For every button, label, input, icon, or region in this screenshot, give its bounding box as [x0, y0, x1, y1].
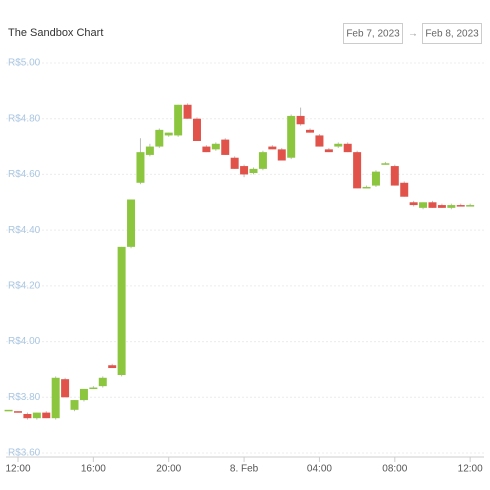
y-tick-label: R$3.60: [8, 448, 41, 459]
candle-body: [61, 379, 70, 398]
x-tick-label: 12:00: [5, 464, 30, 475]
candle-body: [353, 152, 362, 189]
y-tick-label: R$4.40: [8, 225, 41, 236]
y-tick-label: R$5.00: [8, 58, 41, 69]
candle-body: [456, 205, 465, 207]
candle-body: [315, 135, 324, 147]
candle-body: [89, 387, 98, 390]
candle-body: [409, 202, 418, 206]
x-tick-label: 16:00: [81, 464, 106, 475]
candle-body: [14, 411, 22, 413]
candle-body: [447, 205, 456, 208]
y-tick-label: R$4.00: [8, 336, 41, 347]
candle-body: [390, 166, 399, 186]
candle-body: [127, 199, 136, 247]
candle-body: [268, 146, 277, 150]
candle-body: [362, 186, 371, 189]
x-tick-label: 8. Feb: [230, 464, 259, 475]
candle-body: [428, 202, 437, 208]
candle-body: [98, 377, 107, 387]
candle-body: [164, 132, 173, 136]
candle-body: [258, 152, 267, 169]
candle-body: [437, 205, 446, 208]
candle-body: [23, 414, 32, 419]
candle-body: [79, 388, 88, 401]
candle-body: [155, 129, 164, 147]
candle-body: [174, 104, 183, 136]
candle-body: [343, 143, 352, 153]
date-from-box[interactable]: [343, 23, 403, 44]
candle-body: [249, 168, 258, 174]
x-tick-label: 04:00: [307, 464, 332, 475]
candle-body: [70, 400, 79, 410]
candle-body: [51, 377, 60, 419]
candle-body: [108, 365, 117, 369]
candle-body: [371, 171, 380, 186]
candle-body: [324, 149, 333, 153]
y-tick-label: R$4.80: [8, 113, 41, 124]
chart-title: The Sandbox Chart: [8, 27, 103, 39]
candle-body: [183, 104, 192, 119]
y-tick-label: R$4.20: [8, 280, 41, 291]
candle-body: [419, 202, 428, 208]
candle-body: [296, 115, 305, 125]
candle-body: [32, 412, 41, 419]
candle-body: [145, 146, 154, 155]
x-tick-label: 08:00: [382, 464, 407, 475]
candle-body: [240, 166, 249, 175]
candle-body: [136, 152, 145, 183]
candle-body: [221, 139, 230, 155]
candle-body: [466, 205, 475, 207]
candle-body: [277, 149, 286, 161]
candle-body: [306, 129, 315, 133]
candle-body: [381, 163, 390, 165]
candle-body: [192, 118, 201, 141]
candle-body: [42, 412, 51, 419]
candle-body: [334, 143, 343, 147]
x-tick-label: 20:00: [156, 464, 181, 475]
y-tick-label: R$3.80: [8, 392, 41, 403]
candle-body: [211, 143, 220, 150]
date-separator: →: [408, 29, 418, 40]
x-tick-label: 12:00: [458, 464, 483, 475]
candle-body: [202, 146, 211, 153]
candle-body: [4, 409, 13, 412]
candle-body: [230, 157, 239, 169]
date-to[interactable]: Feb 8, 2023: [425, 29, 479, 40]
candle-body: [400, 182, 409, 197]
candle-body: [117, 246, 126, 375]
date-from[interactable]: Feb 7, 2023: [346, 29, 400, 40]
date-to-box[interactable]: [422, 23, 482, 44]
candle-body: [287, 115, 296, 158]
y-tick-label: R$4.60: [8, 169, 41, 180]
